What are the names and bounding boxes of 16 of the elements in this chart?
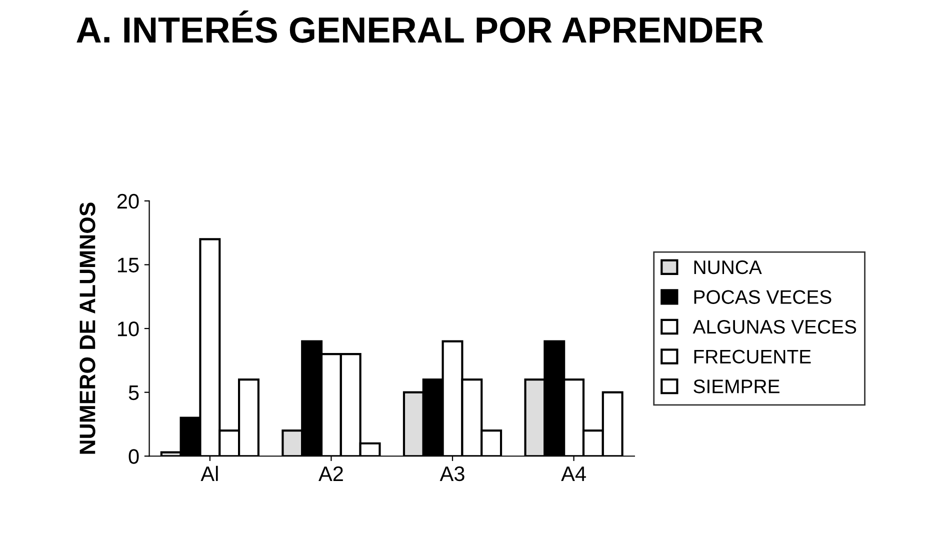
legend-label: ALGUNAS VECES [692, 320, 856, 334]
legend-label: FRECUENTE [694, 350, 811, 364]
x-tick-label: A2 [318, 466, 343, 481]
x-tick-label: A4 [561, 466, 586, 481]
y-tick-label: 0 [128, 449, 139, 464]
legend-label: POCAS VECES [694, 290, 832, 304]
x-tick-label: A3 [440, 466, 464, 482]
y-axis-title: NUMERO DE ALUMNOS [80, 202, 96, 454]
y-tick-label: 20 [117, 194, 139, 209]
y-tick-label: 5 [128, 386, 139, 400]
chart-title: A. INTERÉS GENERAL POR APRENDER [76, 10, 764, 43]
y-tick-label: 15 [118, 258, 139, 272]
legend-label: SIEMPRE [694, 380, 780, 394]
legend-label: NUNCA [694, 260, 762, 274]
y-tick-label: 10 [118, 322, 139, 336]
x-tick-label: Al [200, 466, 218, 481]
